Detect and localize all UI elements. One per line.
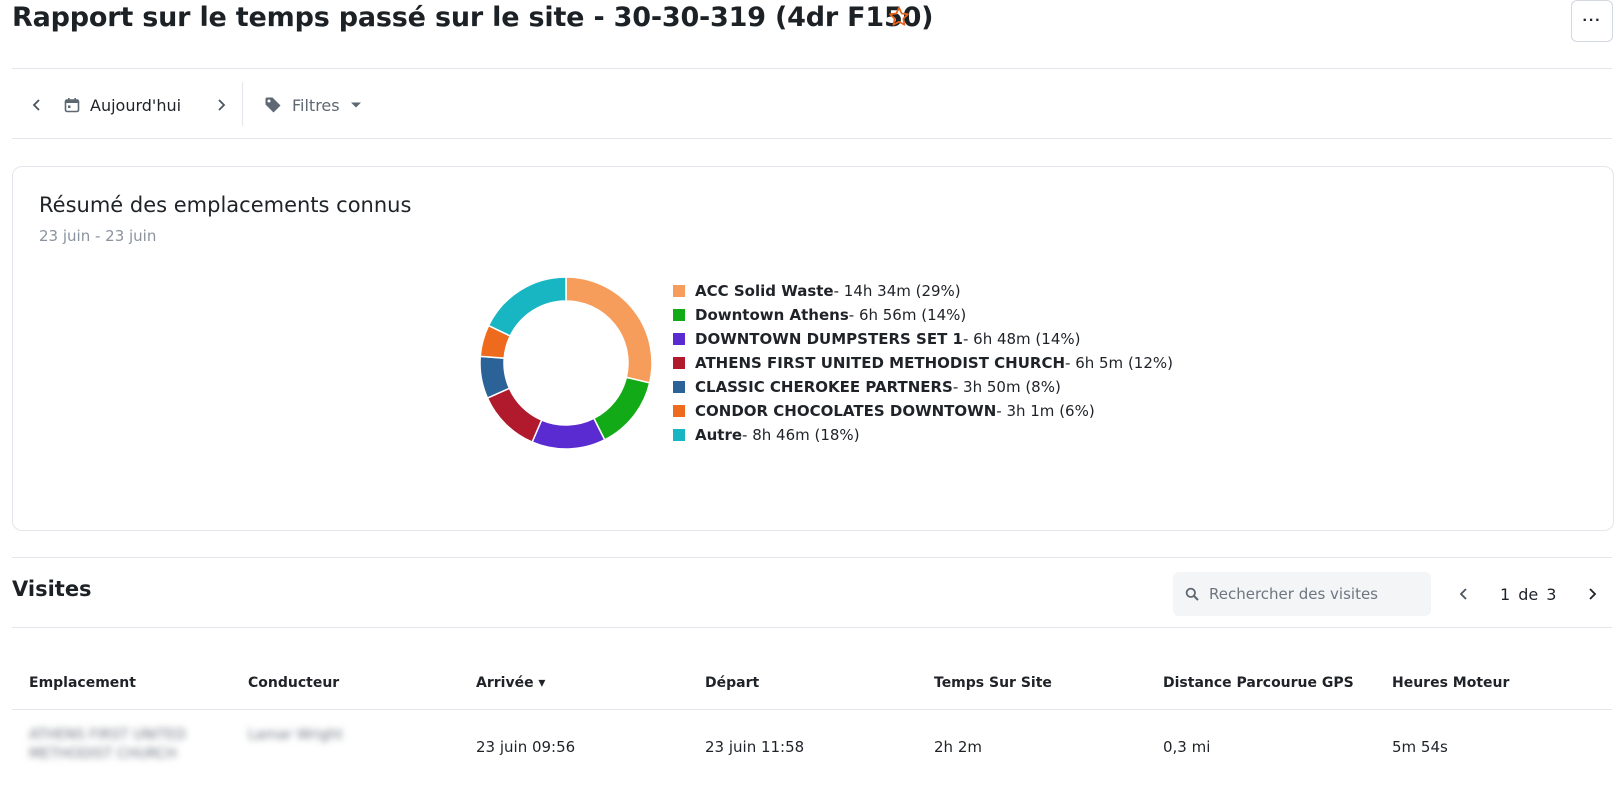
legend-swatch xyxy=(673,429,685,441)
cell-departure: 23 juin 11:58 xyxy=(705,738,805,756)
legend-swatch xyxy=(673,285,685,297)
calendar-icon xyxy=(64,98,80,113)
legend-swatch xyxy=(673,357,685,369)
chevron-right-icon xyxy=(1589,588,1597,600)
legend-name: CLASSIC CHEROKEE PARTNERS xyxy=(695,378,953,396)
legend-detail: - 6h 5m (12%) xyxy=(1065,354,1173,372)
toolbar: Aujourd'hui Filtres xyxy=(12,72,1612,138)
page-of-label: de xyxy=(1518,584,1539,604)
previous-date-button[interactable] xyxy=(26,94,48,116)
legend-item[interactable]: CONDOR CHOCOLATES DOWNTOWN - 3h 1m (6%) xyxy=(673,399,1173,423)
filters-label: Filtres xyxy=(292,95,340,115)
toolbar-divider xyxy=(242,82,243,126)
date-label: Aujourd'hui xyxy=(90,95,182,115)
summary-title: Résumé des emplacements connus xyxy=(39,193,412,217)
next-page-button[interactable] xyxy=(1576,578,1608,610)
previous-page-button[interactable] xyxy=(1448,578,1480,610)
search-icon xyxy=(1185,587,1199,601)
legend-detail: - 6h 48m (14%) xyxy=(962,330,1081,348)
legend-swatch xyxy=(673,405,685,417)
legend-detail: - 3h 50m (8%) xyxy=(952,378,1061,396)
legend-name: DOWNTOWN DUMPSTERS SET 1 xyxy=(695,330,963,348)
column-header-time-on-site[interactable]: Temps Sur Site xyxy=(934,675,1052,691)
legend-name: ATHENS FIRST UNITED METHODIST CHURCH xyxy=(695,354,1066,372)
legend-item[interactable]: CLASSIC CHEROKEE PARTNERS - 3h 50m (8%) xyxy=(673,375,1173,399)
page-indicator: 1 de 3 xyxy=(1500,585,1556,604)
legend-name: ACC Solid Waste xyxy=(695,282,834,300)
legend-swatch xyxy=(673,381,685,393)
toolbar-divider-bottom xyxy=(12,138,1612,139)
pagination: 1 de 3 xyxy=(1448,578,1608,610)
legend-swatch xyxy=(673,309,685,321)
visits-header-divider xyxy=(12,627,1612,628)
column-header-location[interactable]: Emplacement xyxy=(29,675,136,691)
search-input[interactable] xyxy=(1209,585,1424,603)
chart-legend: ACC Solid Waste - 14h 34m (29%) Downtown … xyxy=(673,279,1173,447)
page-current: 1 xyxy=(1500,584,1511,604)
donut-slice-4[interactable] xyxy=(486,387,543,444)
column-header-gps-distance[interactable]: Distance Parcourue GPS xyxy=(1163,675,1354,691)
donut-slice-1[interactable] xyxy=(565,276,653,384)
cell-time-on-site: 2h 2m xyxy=(934,738,982,756)
legend-item[interactable]: Autre - 8h 46m (18%) xyxy=(673,423,1173,447)
summary-date-range: 23 juin - 23 juin xyxy=(39,227,157,245)
column-header-departure[interactable]: Départ xyxy=(705,675,760,691)
chevron-left-icon xyxy=(1459,588,1467,600)
more-options-button[interactable]: ··· xyxy=(1571,0,1613,42)
legend-detail: - 3h 1m (6%) xyxy=(996,402,1095,420)
date-picker[interactable]: Aujourd'hui xyxy=(64,90,181,120)
visits-title: Visites xyxy=(12,577,92,601)
filters-button[interactable]: Filtres xyxy=(264,90,362,120)
legend-name: Downtown Athens xyxy=(695,306,849,324)
legend-detail: - 6h 56m (14%) xyxy=(848,306,967,324)
donut-slice-2[interactable] xyxy=(592,376,651,441)
favorite-star-icon[interactable] xyxy=(886,4,912,30)
tag-icon xyxy=(265,97,281,113)
legend-item[interactable]: ACC Solid Waste - 14h 34m (29%) xyxy=(673,279,1173,303)
header-divider xyxy=(12,68,1612,69)
summary-card: Résumé des emplacements connus 23 juin -… xyxy=(12,166,1614,531)
donut-slice-7[interactable] xyxy=(487,276,567,337)
page-total: 3 xyxy=(1546,584,1557,604)
chevron-left-icon xyxy=(32,99,40,111)
location-donut-chart xyxy=(479,276,653,450)
legend-detail: - 14h 34m (29%) xyxy=(833,282,961,300)
legend-item[interactable]: DOWNTOWN DUMPSTERS SET 1 - 6h 48m (14%) xyxy=(673,327,1173,351)
cell-location[interactable]: ATHENS FIRST UNITED METHODIST CHURCH xyxy=(29,727,187,762)
cell-engine-hours: 5m 54s xyxy=(1392,738,1448,756)
next-date-button[interactable] xyxy=(210,94,232,116)
donut-slice-3[interactable] xyxy=(531,417,606,450)
table-header-row: Emplacement Conducteur Arrivée ▾ Départ … xyxy=(12,663,1612,710)
legend-swatch xyxy=(673,333,685,345)
column-header-engine-hours[interactable]: Heures Moteur xyxy=(1392,675,1510,691)
column-header-driver[interactable]: Conducteur xyxy=(248,675,340,691)
cell-arrival: 23 juin 09:56 xyxy=(476,738,576,756)
column-header-arrival[interactable]: Arrivée ▾ xyxy=(476,675,546,691)
visits-table: Emplacement Conducteur Arrivée ▾ Départ … xyxy=(12,663,1612,780)
legend-item[interactable]: Downtown Athens - 6h 56m (14%) xyxy=(673,303,1173,327)
caret-down-icon xyxy=(350,102,361,108)
legend-item[interactable]: ATHENS FIRST UNITED METHODIST CHURCH - 6… xyxy=(673,351,1173,375)
page-title: Rapport sur le temps passé sur le site -… xyxy=(12,2,934,33)
section-divider xyxy=(12,557,1612,558)
cell-driver: Lamar Wright xyxy=(248,727,343,743)
cell-gps-distance: 0,3 mi xyxy=(1163,738,1211,756)
legend-name: CONDOR CHOCOLATES DOWNTOWN xyxy=(695,402,997,420)
legend-detail: - 8h 46m (18%) xyxy=(742,426,860,444)
table-row[interactable]: ATHENS FIRST UNITED METHODIST CHURCH Lam… xyxy=(12,710,1612,780)
visits-search[interactable] xyxy=(1173,572,1431,616)
chevron-right-icon xyxy=(218,99,226,111)
legend-name: Autre xyxy=(695,426,743,444)
